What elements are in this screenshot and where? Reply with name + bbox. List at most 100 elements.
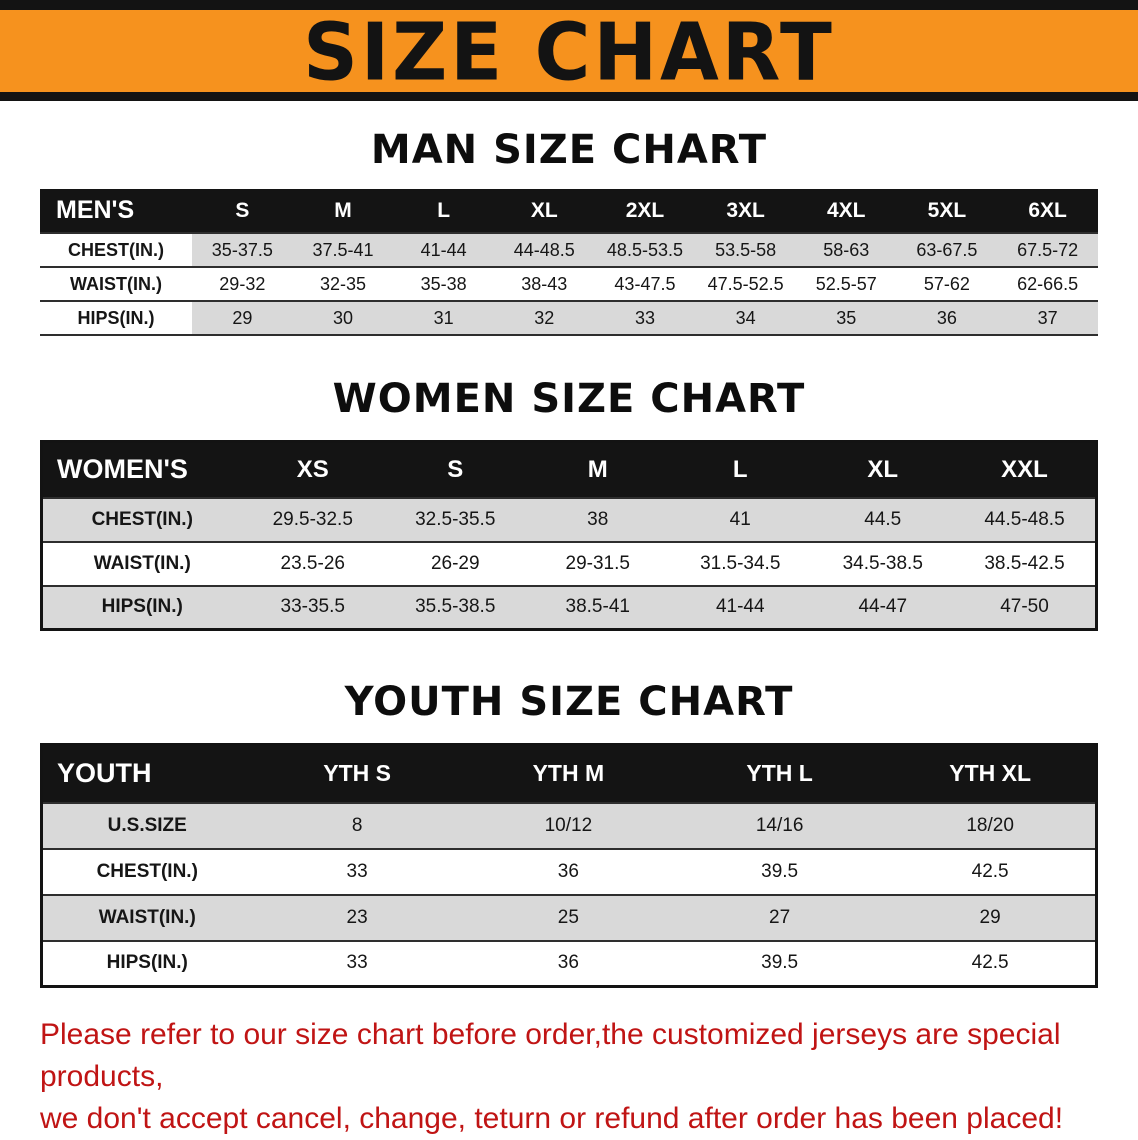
size-cell: 43-47.5 bbox=[594, 266, 696, 302]
column-header: L bbox=[437, 198, 451, 222]
table-row: WAIST(IN.) 29-32 32-35 35-38 38-43 43-47… bbox=[40, 266, 1098, 302]
size-cell: 44-48.5 bbox=[493, 232, 595, 268]
column-header: 6XL bbox=[1028, 198, 1067, 222]
size-cell: 36 bbox=[462, 847, 674, 896]
column-header: YTH M bbox=[532, 760, 605, 787]
column-header: XS bbox=[296, 455, 329, 483]
size-cell: 39.5 bbox=[674, 847, 886, 896]
disclaimer: Please refer to our size chart before or… bbox=[40, 1014, 1138, 1140]
size-cell: 41-44 bbox=[393, 232, 494, 268]
size-cell: 67.5-72 bbox=[997, 232, 1098, 268]
row-label: HIPS(IN.) bbox=[41, 939, 252, 988]
column-header: 3XL bbox=[726, 198, 765, 222]
row-label: HIPS(IN.) bbox=[41, 584, 242, 631]
size-cell: 62-66.5 bbox=[997, 266, 1098, 302]
row-label: WAIST(IN.) bbox=[41, 540, 242, 587]
table-header-row: MEN'S S M L XL 2XL 3XL 4XL 5XL 6XL bbox=[40, 189, 1098, 233]
size-cell: 29.5-32.5 bbox=[241, 496, 384, 543]
size-cell: 37.5-41 bbox=[292, 232, 394, 268]
size-cell: 34.5-38.5 bbox=[811, 540, 954, 587]
column-header: XL bbox=[867, 455, 899, 483]
row-label: U.S.SIZE bbox=[41, 801, 252, 850]
column-header: WOMEN'S bbox=[57, 454, 188, 485]
size-cell: 31.5-34.5 bbox=[669, 540, 812, 587]
page-title: SIZE CHART bbox=[303, 4, 835, 98]
size-cell: 36 bbox=[462, 939, 674, 988]
disclaimer-line-2: we don't accept cancel, change, teturn o… bbox=[40, 1102, 1064, 1135]
column-header: XL bbox=[530, 198, 558, 222]
column-header: S bbox=[447, 455, 464, 483]
row-label: HIPS(IN.) bbox=[40, 300, 192, 336]
column-header: YOUTH bbox=[57, 758, 152, 789]
size-cell: 25 bbox=[462, 893, 674, 942]
size-cell: 57-62 bbox=[896, 266, 998, 302]
banner: SIZE CHART bbox=[0, 0, 1138, 101]
size-cell: 58-63 bbox=[795, 232, 897, 268]
size-cell: 38.5-42.5 bbox=[954, 540, 1097, 587]
row-label: CHEST(IN.) bbox=[41, 496, 242, 543]
column-header: M bbox=[334, 198, 352, 222]
table-header-row: YOUTH YTH S YTH M YTH L YTH XL bbox=[41, 744, 1097, 803]
size-cell: 44-47 bbox=[811, 584, 954, 631]
women-section: WOMEN SIZE CHART WOMEN'S XS S M L XL XXL… bbox=[0, 336, 1138, 631]
row-label: CHEST(IN.) bbox=[41, 847, 252, 896]
column-header: XXL bbox=[1001, 455, 1048, 483]
size-cell: 18/20 bbox=[885, 801, 1097, 850]
column-header: YTH S bbox=[323, 760, 391, 787]
size-cell: 37 bbox=[997, 300, 1098, 336]
table-row: CHEST(IN.) 29.5-32.5 32.5-35.5 38 41 44.… bbox=[41, 496, 1097, 543]
column-header: 4XL bbox=[827, 198, 866, 222]
size-cell: 29 bbox=[885, 893, 1097, 942]
women-table-header: WOMEN'S XS S M L XL XXL bbox=[41, 441, 1097, 498]
youth-section: YOUTH SIZE CHART YOUTH YTH S YTH M YTH L… bbox=[0, 631, 1138, 988]
size-cell: 39.5 bbox=[674, 939, 886, 988]
men-heading: MAN SIZE CHART bbox=[370, 127, 768, 173]
women-table: WOMEN'S XS S M L XL XXL CHEST(IN.) 29.5-… bbox=[40, 440, 1098, 631]
size-cell: 35.5-38.5 bbox=[384, 584, 527, 631]
row-label: WAIST(IN.) bbox=[40, 266, 192, 302]
size-cell: 38-43 bbox=[493, 266, 595, 302]
women-heading: WOMEN SIZE CHART bbox=[332, 376, 806, 422]
youth-table: YOUTH YTH S YTH M YTH L YTH XL U.S.SIZE … bbox=[40, 743, 1098, 988]
size-cell: 53.5-58 bbox=[695, 232, 796, 268]
table-row: HIPS(IN.) 33-35.5 35.5-38.5 38.5-41 41-4… bbox=[41, 584, 1097, 631]
table-row: WAIST(IN.) 23.5-26 26-29 29-31.5 31.5-34… bbox=[41, 540, 1097, 587]
row-label: WAIST(IN.) bbox=[41, 893, 252, 942]
table-row: CHEST(IN.) 33 36 39.5 42.5 bbox=[41, 847, 1097, 896]
column-header: M bbox=[587, 455, 608, 483]
youth-table-header: YOUTH YTH S YTH M YTH L YTH XL bbox=[41, 744, 1097, 803]
size-cell: 63-67.5 bbox=[896, 232, 998, 268]
youth-heading: YOUTH SIZE CHART bbox=[344, 679, 794, 725]
size-cell: 52.5-57 bbox=[795, 266, 897, 302]
size-cell: 29 bbox=[192, 300, 293, 336]
size-cell: 32 bbox=[493, 300, 595, 336]
size-cell: 44.5 bbox=[811, 496, 954, 543]
size-cell: 44.5-48.5 bbox=[954, 496, 1097, 543]
disclaimer-line-1: Please refer to our size chart before or… bbox=[40, 1018, 1061, 1093]
table-row: WAIST(IN.) 23 25 27 29 bbox=[41, 893, 1097, 942]
men-section: MAN SIZE CHART MEN'S S M L XL 2XL 3XL 4X… bbox=[0, 101, 1138, 336]
size-cell: 47.5-52.5 bbox=[695, 266, 796, 302]
size-cell: 30 bbox=[292, 300, 394, 336]
men-table: MEN'S S M L XL 2XL 3XL 4XL 5XL 6XL CHEST… bbox=[40, 189, 1098, 336]
size-cell: 27 bbox=[674, 893, 886, 942]
size-cell: 23.5-26 bbox=[241, 540, 384, 587]
size-cell: 35 bbox=[795, 300, 897, 336]
size-cell: 32-35 bbox=[292, 266, 394, 302]
row-label: CHEST(IN.) bbox=[40, 232, 192, 268]
column-header: 5XL bbox=[927, 198, 967, 222]
column-header: L bbox=[732, 455, 748, 483]
table-row: CHEST(IN.) 35-37.5 37.5-41 41-44 44-48.5… bbox=[40, 232, 1098, 268]
size-cell: 36 bbox=[896, 300, 998, 336]
size-cell: 41 bbox=[669, 496, 812, 543]
size-cell: 41-44 bbox=[669, 584, 812, 631]
size-cell: 31 bbox=[393, 300, 494, 336]
size-cell: 42.5 bbox=[885, 847, 1097, 896]
table-row: HIPS(IN.) 29 30 31 32 33 34 35 36 37 bbox=[40, 300, 1098, 336]
size-cell: 38.5-41 bbox=[526, 584, 669, 631]
size-cell: 10/12 bbox=[462, 801, 674, 850]
table-row: U.S.SIZE 8 10/12 14/16 18/20 bbox=[41, 801, 1097, 850]
size-cell: 33-35.5 bbox=[241, 584, 384, 631]
size-cell: 48.5-53.5 bbox=[594, 232, 696, 268]
table-row: HIPS(IN.) 33 36 39.5 42.5 bbox=[41, 939, 1097, 988]
